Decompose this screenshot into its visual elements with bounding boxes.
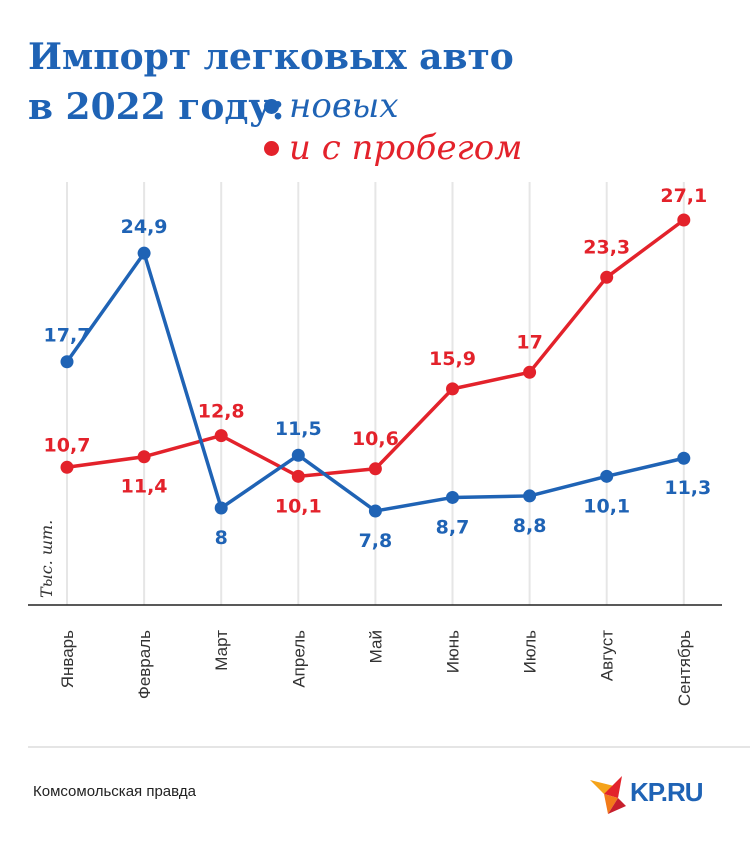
new-series-point [523, 489, 537, 503]
used-series-point [60, 460, 74, 474]
new-series-data-label: 8,8 [513, 515, 547, 537]
used-series-point [523, 365, 537, 379]
new-series-point [137, 246, 151, 260]
used-series-point [446, 382, 459, 396]
new-series-point [677, 451, 691, 465]
new-series-data-label: 8,7 [436, 516, 470, 538]
new-series-point [446, 490, 459, 504]
logo-text: KP.RU [630, 777, 704, 807]
used-series-data-label: 27,1 [660, 185, 707, 207]
legend-label-new: новых [289, 86, 399, 126]
used-series-point [600, 270, 614, 284]
used-series-point [677, 213, 691, 227]
new-series-point [291, 448, 305, 462]
x-tick-label: Май [366, 630, 385, 663]
y-axis-label: Тыс. шт. [37, 520, 56, 598]
legend-item-used: и с пробегом [264, 128, 522, 168]
source-label: Комсомольская правда [33, 783, 197, 800]
new-series-point [600, 469, 614, 483]
title-line-2: в 2022 году: [28, 86, 285, 128]
used-series-data-label: 10,1 [275, 495, 322, 517]
new-series-point [60, 355, 74, 369]
new-series-data-label: 7,8 [359, 530, 393, 552]
x-tick-label: Июль [521, 630, 540, 674]
footer-divider [28, 746, 750, 748]
new-series-point [214, 501, 228, 515]
x-tick-label: Апрель [289, 630, 308, 688]
legend-dot-new-icon [264, 98, 279, 114]
x-tick-label: Август [598, 630, 617, 681]
used-series-data-label: 17 [516, 331, 542, 353]
new-series-data-label: 8 [215, 527, 228, 549]
line-chart: Январь Февраль Март Апрель Май Июнь Июль Август… [28, 182, 722, 706]
kp-logo-icon [590, 776, 626, 814]
title-line-1: Импорт легковых авто [28, 36, 514, 78]
new-series-data-label: 10,1 [583, 495, 630, 517]
used-series-data-label: 11,4 [121, 476, 168, 498]
new-series-data-label: 11,5 [275, 418, 322, 440]
used-series-point [137, 450, 151, 464]
used-series-data-label: 10,6 [352, 428, 399, 450]
new-series-point [368, 504, 382, 518]
new-series-data-label: 17,7 [44, 325, 91, 347]
new-series-data-label: 24,9 [121, 216, 168, 238]
used-series-point [368, 462, 382, 476]
used-series-point [291, 469, 305, 483]
used-series-data-label: 15,9 [429, 348, 476, 370]
used-series-data-label: 12,8 [198, 401, 245, 423]
used-series-point [214, 429, 228, 443]
used-series-data-label: 10,7 [44, 434, 91, 456]
x-tick-label: Июнь [444, 630, 463, 673]
x-tick-label: Февраль [135, 630, 154, 699]
legend-dot-used-icon [264, 140, 279, 156]
new-series-data-label: 11,3 [664, 477, 711, 499]
legend-item-new: новых [264, 86, 399, 126]
x-tick-label: Январь [58, 630, 77, 688]
used-series-data-label: 23,3 [583, 236, 630, 258]
x-tick-label: Сентябрь [675, 630, 694, 706]
x-tick-label: Март [212, 630, 231, 671]
legend-label-used: и с пробегом [289, 128, 523, 168]
